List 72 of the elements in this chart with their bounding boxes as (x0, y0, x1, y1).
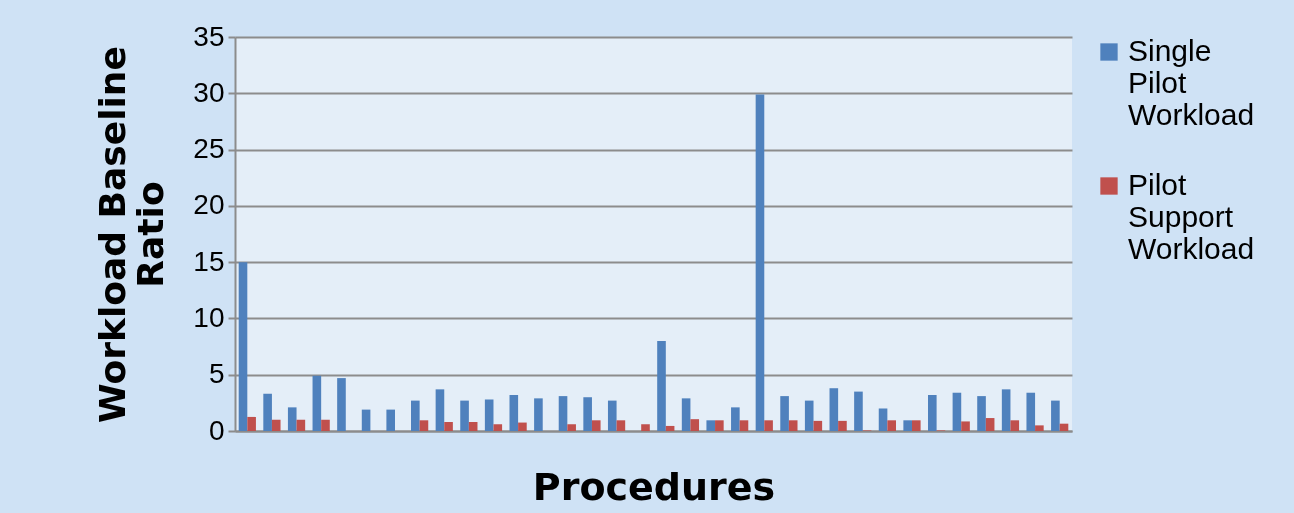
bar (755, 94, 765, 431)
y-tick-label: 5 (208, 358, 225, 390)
bar (641, 424, 650, 431)
bar (1035, 425, 1044, 431)
bar (706, 420, 716, 431)
bar (665, 425, 675, 431)
bar (977, 396, 986, 431)
bar (927, 394, 937, 431)
bar (887, 420, 896, 431)
bar (386, 409, 396, 431)
bar (591, 420, 601, 431)
bar (247, 416, 256, 431)
bar (813, 420, 823, 431)
bar (690, 419, 700, 431)
bar (829, 388, 839, 431)
bar (911, 420, 921, 431)
bar (961, 421, 970, 431)
bar (444, 421, 453, 431)
bar (731, 407, 740, 431)
bar (985, 418, 995, 431)
bar (952, 392, 962, 431)
bar (1010, 420, 1020, 431)
bar (361, 409, 371, 431)
bar (607, 400, 617, 431)
bar (739, 420, 749, 431)
bar (657, 340, 666, 431)
bar (780, 396, 789, 431)
bar (715, 420, 724, 431)
bar (558, 396, 568, 431)
bar (509, 394, 519, 431)
bar (493, 424, 503, 431)
bar (788, 420, 798, 431)
y-tick-label: 30 (193, 76, 225, 108)
bar (1026, 392, 1036, 431)
bar (296, 419, 306, 431)
bar (583, 397, 592, 431)
legend-label: Pilot Support Workload (1128, 168, 1255, 265)
bar (567, 424, 576, 431)
bar (411, 400, 420, 431)
y-tick-label: 0 (208, 414, 225, 446)
bar (1001, 389, 1011, 431)
bar (419, 420, 429, 431)
bar (854, 391, 863, 431)
bar (271, 419, 281, 431)
y-tick-label: 35 (193, 20, 225, 52)
bar (263, 393, 272, 431)
bar (764, 420, 773, 431)
y-tick-label: 15 (193, 245, 225, 277)
bar (460, 400, 469, 431)
bar (337, 378, 346, 431)
bar (681, 398, 691, 431)
legend-label: Single Pilot Workload (1128, 34, 1255, 131)
bar (903, 420, 912, 431)
bar (804, 400, 814, 431)
bar (484, 399, 494, 431)
y-tick-label: 10 (193, 301, 225, 333)
bar (534, 398, 543, 431)
bar (287, 407, 297, 431)
y-tick-label: 25 (193, 133, 225, 165)
bar (518, 422, 527, 431)
bar (1051, 400, 1060, 431)
bar (838, 420, 847, 431)
x-axis-title: Procedures (532, 464, 776, 509)
y-tick-label: 20 (193, 189, 225, 221)
bar (312, 375, 322, 431)
y-axis-title: Workload Baseline Ratio (92, 46, 172, 423)
bar (238, 262, 248, 431)
bar (321, 419, 330, 431)
bar (435, 389, 445, 431)
bar (468, 421, 478, 431)
bar (878, 408, 888, 431)
bar (616, 420, 626, 431)
